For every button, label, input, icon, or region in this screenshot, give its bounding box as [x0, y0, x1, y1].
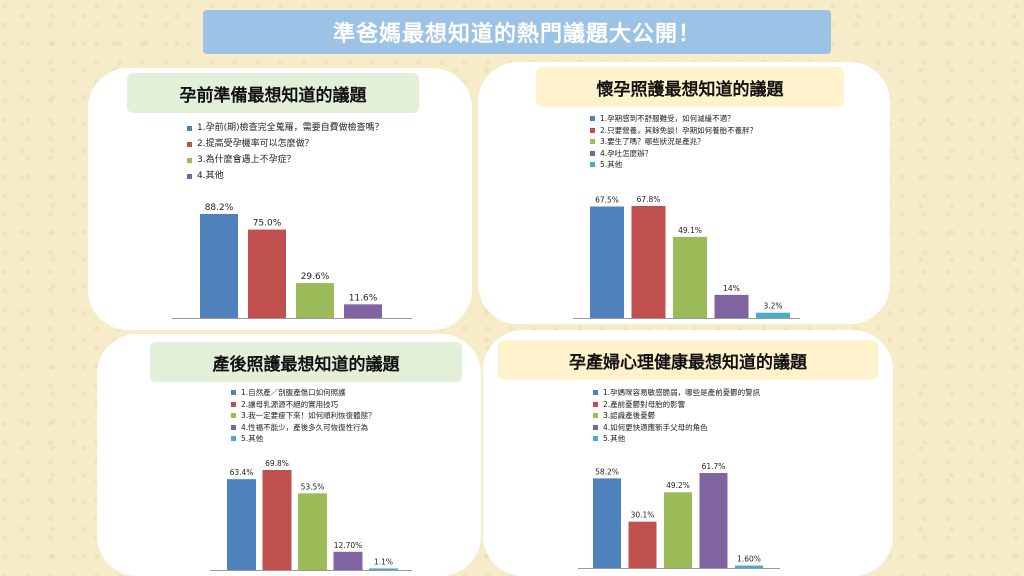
swatch — [231, 413, 236, 419]
swatch — [231, 424, 236, 430]
swatch — [590, 116, 595, 122]
swatch — [590, 127, 595, 133]
bar — [262, 470, 292, 570]
bar — [673, 236, 707, 318]
bar — [200, 214, 238, 318]
swatch — [187, 157, 192, 163]
panel-title-postpartum: 產後照護最想知道的議題 — [150, 342, 462, 382]
data-label: 49.2% — [666, 481, 690, 490]
bar — [628, 521, 657, 568]
data-label: 11.6% — [349, 293, 378, 303]
banner-title: 準爸媽最想知道的熱門議題大公開！ — [203, 10, 831, 54]
data-label: 67.8% — [637, 195, 661, 204]
bar — [593, 478, 621, 568]
bar — [227, 479, 256, 570]
swatch — [187, 173, 192, 179]
bar — [333, 551, 363, 570]
legend-item: 2.提高受孕機率可以怎麼做？ — [187, 136, 384, 152]
swatch — [187, 141, 192, 147]
legend-item: 1.孕期感到不舒服難受，如何減緩不適？ — [590, 113, 757, 125]
legend-item: 1.孕前(期)檢查完全蒐羅，需要自費做檢查嗎？ — [187, 120, 384, 136]
bar — [756, 312, 790, 318]
bar — [714, 294, 749, 318]
panel-title-mental-health: 孕產婦心理健康最想知道的議題 — [498, 340, 878, 380]
swatch — [231, 401, 236, 407]
bar — [248, 229, 286, 318]
swatch — [187, 125, 192, 131]
bar — [631, 206, 666, 318]
legend-item: 3.為什麼會遇上不孕症？ — [187, 152, 384, 168]
swatch — [590, 139, 595, 145]
bar — [369, 568, 398, 570]
data-label: 88.2% — [205, 203, 234, 213]
bar — [699, 473, 728, 568]
legend-item: 1.孕媽咪容易敏感脆弱，哪些是產前憂鬱的警訊 — [593, 387, 760, 399]
data-label: 69.8% — [265, 459, 289, 468]
data-label: 58.2% — [595, 467, 619, 476]
data-label: 1.1% — [374, 557, 393, 566]
legend-item: 3.要生了嗎？哪些狀況是產兆？ — [590, 136, 757, 148]
swatch — [593, 401, 598, 407]
swatch — [593, 413, 598, 419]
bar — [664, 492, 692, 568]
bar — [298, 493, 327, 570]
data-label: 53.5% — [301, 482, 325, 491]
legend-item: 3.我一定要瘦下來！如何順利恢復體態？ — [231, 410, 376, 422]
legend-item: 4.性福不能少，產後多久可恢復性行為 — [231, 422, 376, 434]
swatch — [593, 424, 598, 430]
data-label: 30.1% — [631, 511, 655, 520]
legend-item: 2.產前憂鬱對母胎的影響 — [593, 399, 760, 411]
swatch — [593, 436, 598, 442]
bar — [590, 206, 624, 318]
swatch — [590, 162, 595, 168]
data-label: 14% — [723, 284, 740, 293]
legend-item: 4.如何更快適應新手父母的角色 — [593, 422, 760, 434]
swatch — [593, 390, 598, 396]
bar — [296, 283, 334, 318]
legend-item: 1.自然產／剖腹產傷口如何照護 — [231, 387, 376, 399]
legend-mental-health: 1.孕媽咪容易敏感脆弱，哪些是產前憂鬱的警訊 2.產前憂鬱對母胎的影響 3.認識… — [593, 387, 760, 445]
legend-preconception: 1.孕前(期)檢查完全蒐羅，需要自費做檢查嗎？ 2.提高受孕機率可以怎麼做？ 3… — [187, 120, 384, 184]
data-label: 75.0% — [253, 219, 282, 229]
legend-item: 5.其他 — [590, 159, 757, 171]
legend-item: 4.其他 — [187, 168, 384, 184]
bar — [344, 304, 382, 318]
data-label: 29.6% — [301, 272, 330, 282]
data-label: 12.70% — [334, 541, 363, 550]
bar — [735, 565, 763, 568]
data-label: 63.4% — [230, 468, 254, 477]
legend-item: 5.其他 — [231, 433, 376, 445]
panel-title-preconception: 孕前準備最想知道的議題 — [127, 73, 419, 113]
data-label: 61.7% — [702, 462, 726, 471]
legend-pregnancy: 1.孕期感到不舒服難受，如何減緩不適？ 2.只要營養，其餘免談！孕期如何養胎不養… — [590, 113, 757, 171]
data-label: 3.2% — [763, 302, 782, 311]
legend-item: 3.認識產後憂鬱 — [593, 410, 760, 422]
data-label: 1.60% — [737, 555, 761, 564]
data-label: 67.5% — [595, 195, 619, 204]
swatch — [231, 436, 236, 442]
legend-item: 5.其他 — [593, 433, 760, 445]
legend-item: 2.讓母乳源源不絕的實用技巧 — [231, 399, 376, 411]
panel-title-pregnancy: 懷孕照護最想知道的議題 — [536, 67, 844, 107]
swatch — [231, 390, 236, 396]
swatch — [590, 150, 595, 156]
legend-item: 4.孕吐怎麼辦？ — [590, 148, 757, 160]
legend-postpartum: 1.自然產／剖腹產傷口如何照護 2.讓母乳源源不絕的實用技巧 3.我一定要瘦下來… — [231, 387, 376, 445]
data-label: 49.1% — [678, 226, 702, 235]
legend-item: 2.只要營養，其餘免談！孕期如何養胎不養胖？ — [590, 125, 757, 137]
